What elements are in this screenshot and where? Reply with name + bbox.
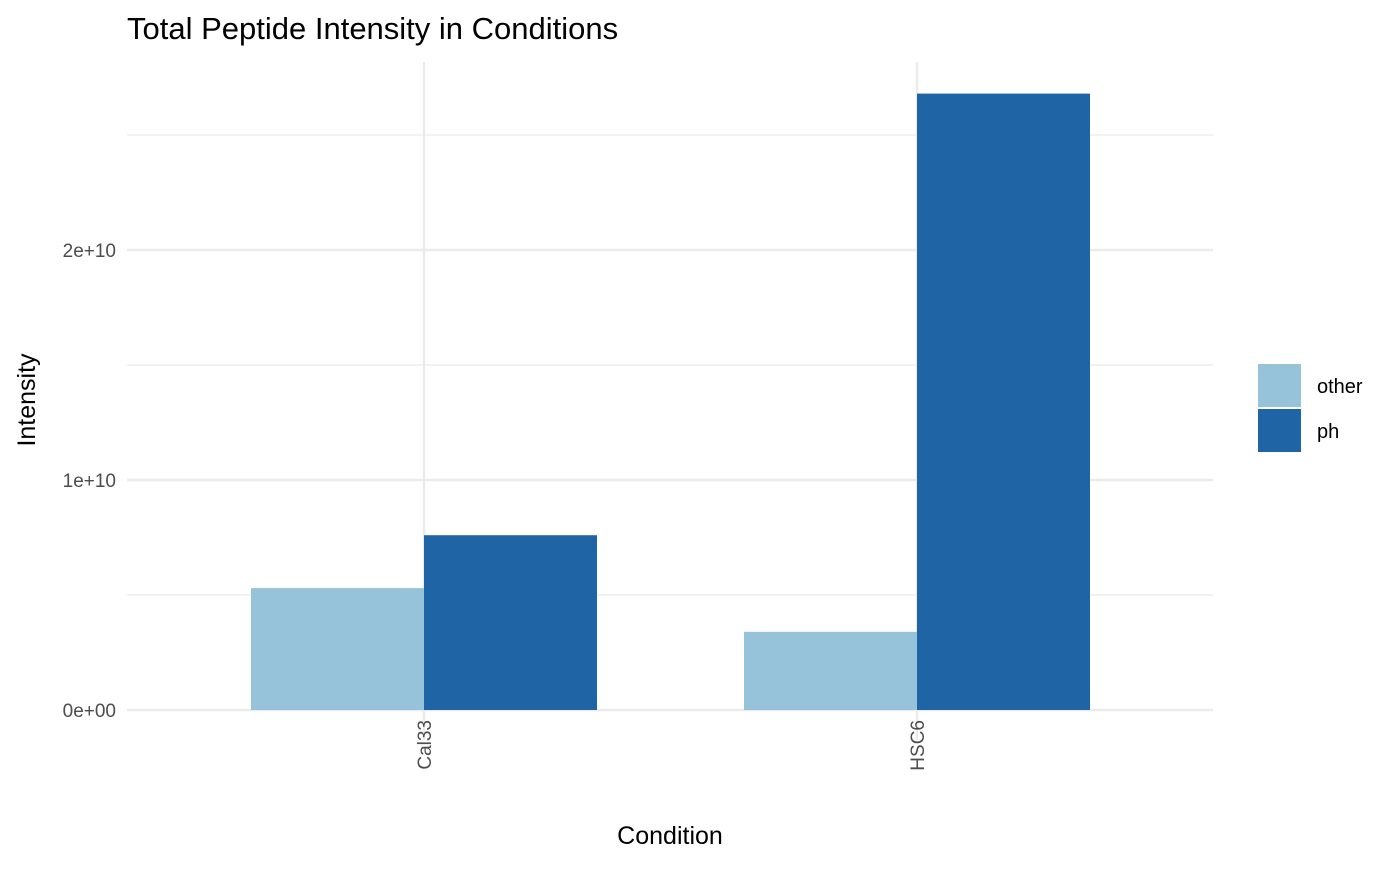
x-axis-title: Condition: [617, 822, 723, 850]
chart-title: Total Peptide Intensity in Conditions: [127, 11, 618, 46]
y-tick-label: 2e+10: [63, 241, 116, 262]
legend-key-ph: [1258, 409, 1301, 452]
legend-label-other: other: [1317, 376, 1363, 398]
y-tick-label: 0e+00: [63, 701, 116, 722]
legend: other ph: [1258, 364, 1363, 452]
x-tick-label: HSC6: [908, 720, 929, 771]
legend-key-other: [1258, 364, 1301, 407]
bars: [251, 93, 1090, 711]
y-axis-ticks: 0e+00 1e+10 2e+10: [63, 241, 116, 722]
bar-other-cal33: [251, 588, 424, 710]
bar-other-hsc6: [744, 631, 917, 710]
x-tick-label: Cal33: [415, 720, 436, 770]
x-axis-ticks: Cal33 HSC6: [415, 720, 929, 771]
legend-label-ph: ph: [1317, 421, 1339, 443]
y-axis-title: Intensity: [13, 353, 41, 447]
bar-ph-hsc6: [917, 93, 1090, 711]
y-tick-label: 1e+10: [63, 471, 116, 492]
bar-ph-cal33: [424, 535, 597, 710]
